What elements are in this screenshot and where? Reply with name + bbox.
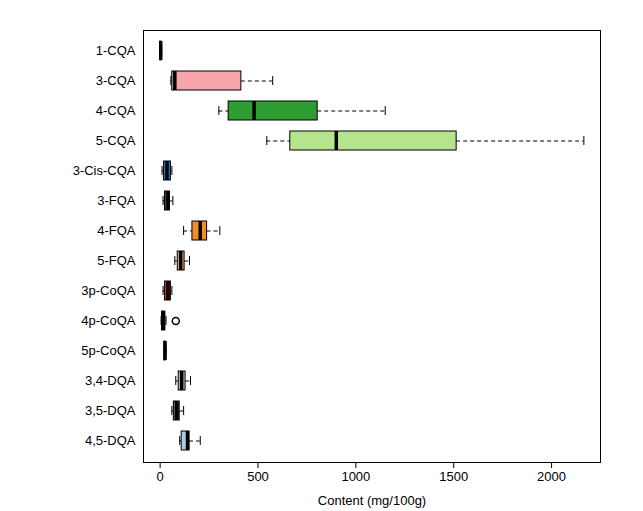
svg-text:1000: 1000: [341, 469, 370, 484]
svg-text:0: 0: [157, 469, 164, 484]
svg-text:5-FQA: 5-FQA: [97, 253, 136, 268]
svg-text:2000: 2000: [537, 469, 566, 484]
svg-text:4-FQA: 4-FQA: [97, 223, 136, 238]
svg-text:5-CQA: 5-CQA: [96, 133, 136, 148]
svg-text:1-CQA: 1-CQA: [96, 43, 136, 58]
svg-text:4-CQA: 4-CQA: [96, 103, 136, 118]
svg-text:500: 500: [247, 469, 269, 484]
svg-text:3-FQA: 3-FQA: [97, 193, 136, 208]
svg-text:Content (mg/100g): Content (mg/100g): [318, 493, 426, 508]
svg-text:3,5-DQA: 3,5-DQA: [85, 403, 136, 418]
svg-text:3-Cis-CQA: 3-Cis-CQA: [73, 163, 136, 178]
svg-text:3p-CoQA: 3p-CoQA: [81, 283, 136, 298]
svg-text:4p-CoQA: 4p-CoQA: [81, 313, 136, 328]
svg-text:3-CQA: 3-CQA: [96, 73, 136, 88]
svg-text:1500: 1500: [439, 469, 468, 484]
svg-text:3,4-DQA: 3,4-DQA: [85, 373, 136, 388]
svg-text:4,5-DQA: 4,5-DQA: [85, 433, 136, 448]
svg-text:5p-CoQA: 5p-CoQA: [81, 343, 136, 358]
